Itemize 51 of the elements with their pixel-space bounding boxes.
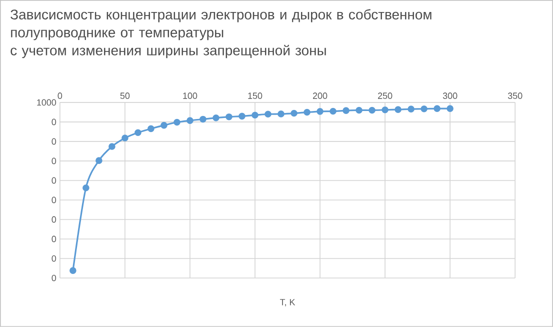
text: 0: [52, 216, 56, 223]
point: [186, 117, 194, 124]
point: [382, 106, 388, 114]
text: 0: [52, 236, 56, 242]
x-axis-title: T, K: [280, 299, 296, 306]
point: [160, 122, 168, 129]
x-tick-label: 200: [312, 92, 328, 99]
x-tick-label: 100: [183, 92, 198, 99]
chart-title: Зависисмость концентрации электронов и дырок в собственном полупроводнике от температуры: [10, 9, 432, 40]
text: 0: [52, 138, 56, 145]
point: [264, 110, 272, 118]
point: [238, 112, 246, 120]
text: 0: [52, 118, 56, 126]
x-tick-label: 50: [120, 92, 130, 99]
point: [342, 107, 350, 114]
point: [174, 118, 180, 126]
point: [82, 184, 90, 192]
x-tick-label: 250: [378, 92, 392, 99]
point: [200, 116, 206, 123]
point: [434, 105, 440, 112]
text: 1000: [37, 99, 56, 106]
point: [70, 267, 76, 274]
x-tick-label: 0: [58, 92, 62, 99]
x-tick-label: 300: [442, 92, 458, 99]
point: [304, 108, 310, 116]
point: [316, 108, 324, 115]
point: [278, 110, 284, 118]
x-tick-label: 350: [508, 92, 522, 99]
text: 0: [52, 177, 56, 184]
point: [226, 113, 232, 120]
point: [134, 129, 142, 136]
text: 0: [52, 196, 56, 204]
point: [408, 106, 414, 112]
text: 0: [52, 158, 56, 164]
point: [122, 134, 128, 142]
point: [330, 108, 336, 115]
chart-subtitle: с учетом изменения ширины запрещенной зоны: [10, 44, 326, 58]
point: [148, 125, 154, 132]
point: [108, 143, 116, 150]
x-tick-label: 150: [248, 92, 262, 99]
point: [252, 112, 258, 119]
text: 0: [52, 274, 56, 282]
point: [446, 105, 454, 112]
point: [290, 110, 298, 117]
point: [394, 106, 402, 113]
point: [368, 106, 376, 114]
point: [96, 157, 102, 164]
point: [212, 114, 220, 122]
point: [356, 106, 362, 114]
point: [420, 106, 428, 112]
text: 0: [52, 255, 56, 262]
